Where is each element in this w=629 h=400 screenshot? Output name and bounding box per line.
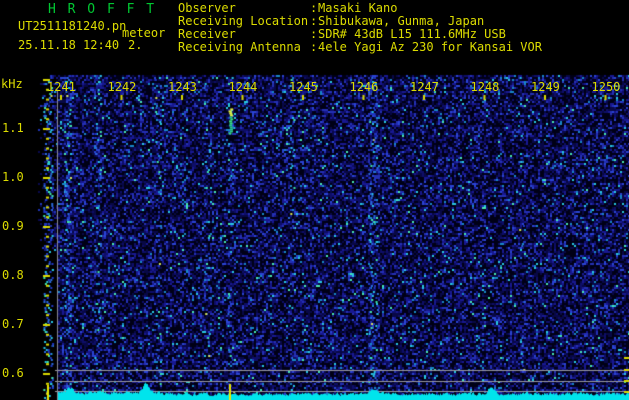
- x-tick-label: 1246: [349, 80, 379, 94]
- app-title: H R O F F T: [48, 2, 157, 17]
- info-separator: :: [310, 14, 318, 28]
- y-tick-label: 0.6: [2, 366, 24, 380]
- x-tick-label: 1250: [591, 80, 621, 94]
- info-label: Receiving Location: [178, 14, 309, 28]
- x-tick-label: 1245: [289, 80, 318, 94]
- info-separator: :: [310, 40, 318, 54]
- info-separator: :: [310, 27, 318, 41]
- mode-label: meteor: [122, 26, 166, 40]
- x-tick-label: 1241: [47, 80, 76, 94]
- info-value: Masaki Kano: [318, 1, 398, 15]
- y-tick-label: 1.1: [2, 121, 24, 135]
- output-filename: UT2511181240.pn: [18, 19, 127, 33]
- y-tick-label: 1.0: [2, 170, 24, 184]
- datetime-label: 25.11.18 12:40: [18, 38, 120, 52]
- x-tick-label: 1242: [107, 80, 137, 94]
- info-separator: :: [310, 1, 318, 15]
- info-label: Observer: [178, 1, 236, 15]
- y-tick-label: 0.7: [2, 317, 24, 331]
- info-label: Receiving Antenna: [178, 40, 301, 54]
- y-tick-label: 0.8: [2, 268, 24, 282]
- info-value: 4ele Yagi Az 230 for Kansai VOR: [318, 40, 542, 54]
- info-value: Shibukawa, Gunma, Japan: [318, 14, 485, 28]
- info-label: Receiver: [178, 27, 236, 41]
- x-tick-label: 1244: [228, 80, 258, 94]
- x-tick-label: 1249: [531, 80, 560, 94]
- x-tick-label: 1248: [470, 80, 500, 94]
- x-tick-label: 1243: [168, 80, 197, 94]
- y-tick-label: 0.9: [2, 219, 24, 233]
- info-value: SDR# 43dB L15 111.6MHz USB: [318, 27, 506, 41]
- count-label: 2.: [128, 38, 143, 52]
- y-axis-unit-label: kHz: [1, 77, 23, 91]
- x-tick-label: 1247: [410, 80, 439, 94]
